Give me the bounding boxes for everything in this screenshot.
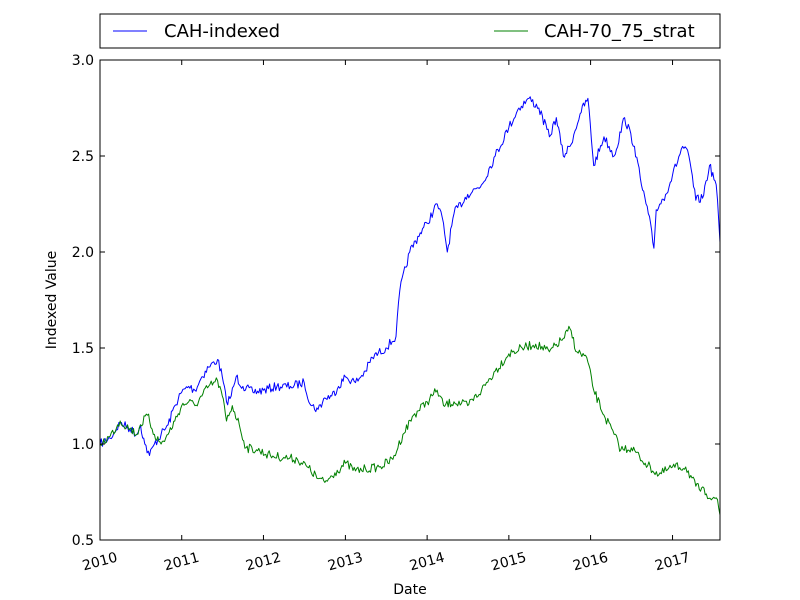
legend-label-cah-70-75-strat: CAH-70_75_strat xyxy=(544,21,695,42)
y-tick-label: 1.5 xyxy=(72,341,94,357)
x-axis-label: Date xyxy=(393,582,426,598)
y-tick-label: 3.0 xyxy=(72,53,94,69)
series-line-cah-indexed xyxy=(99,96,721,456)
y-tick-label: 0.5 xyxy=(72,533,94,549)
y-axis-label: Indexed Value xyxy=(44,251,60,350)
legend-frame xyxy=(99,13,721,49)
legend-label-cah-indexed: CAH-indexed xyxy=(164,21,280,42)
legend: CAH-indexed CAH-70_75_strat xyxy=(99,13,721,49)
y-tick-label: 2.0 xyxy=(72,245,94,261)
series-layer xyxy=(99,96,721,516)
y-tick-label: 1.0 xyxy=(72,437,94,453)
series-line-cah-70-75-strat xyxy=(99,325,721,516)
y-tick-label: 2.5 xyxy=(72,149,94,165)
plot-frame xyxy=(99,59,721,541)
